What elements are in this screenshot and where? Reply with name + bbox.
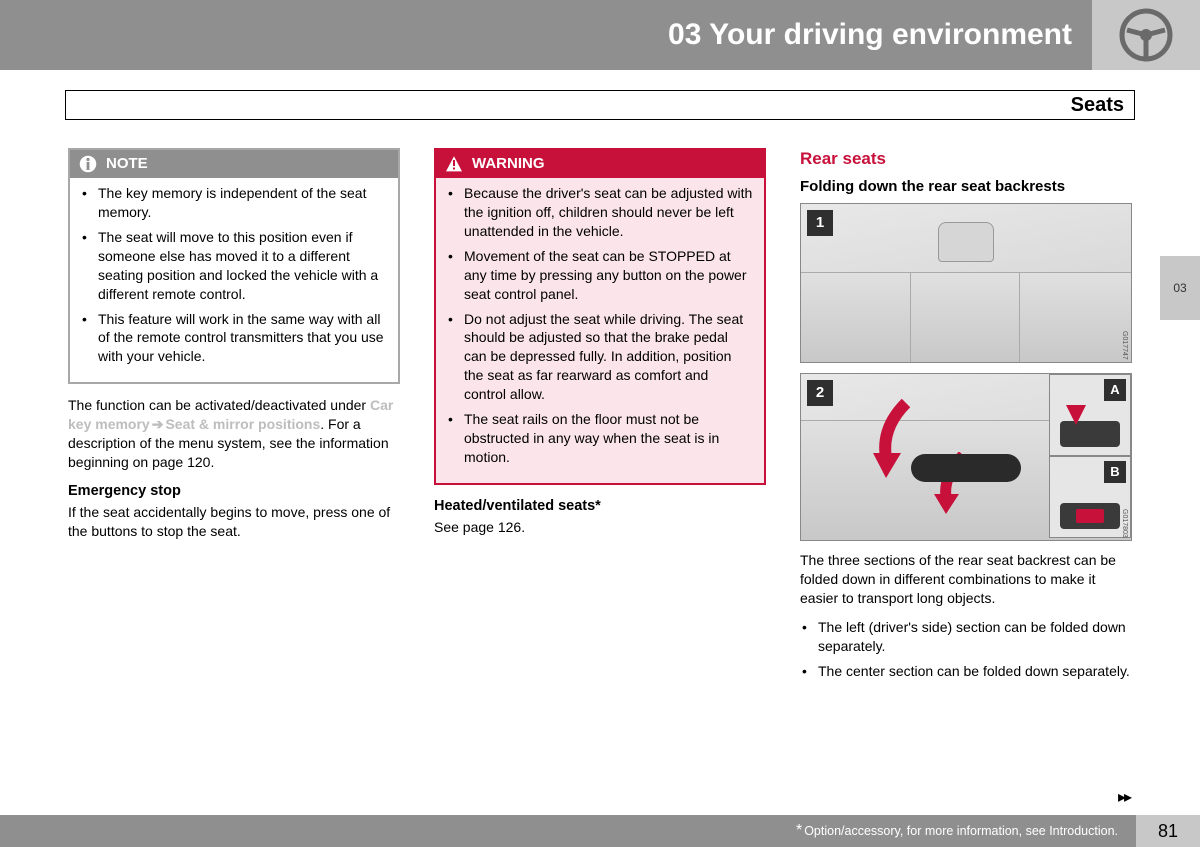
- warning-callout: WARNING Because the driver's seat can be…: [434, 148, 766, 485]
- rear-seats-heading: Rear seats: [800, 148, 1132, 171]
- warning-label: WARNING: [472, 154, 545, 174]
- menu-path-b: Seat & mirror positions: [165, 416, 320, 432]
- continued-icon: ▸▸: [1118, 787, 1130, 807]
- down-arrow-icon: [1062, 401, 1090, 429]
- warning-list: Because the driver's seat can be adjuste…: [446, 184, 754, 466]
- column-1: NOTE The key memory is independent of th…: [68, 148, 400, 687]
- chapter-side-tab: 03: [1160, 256, 1200, 320]
- inset-a: A: [1049, 374, 1131, 456]
- inset-label: A: [1104, 379, 1126, 401]
- figure-2: 2 A B G017803: [800, 373, 1132, 541]
- note-list: The key memory is independent of the sea…: [80, 184, 388, 366]
- chapter-header: 03 Your driving environment: [0, 0, 1200, 70]
- section-title: Seats: [1071, 94, 1124, 117]
- figure-1: 1 G017747: [800, 203, 1132, 363]
- heated-seats-heading: Heated/ventilated seats*: [434, 497, 766, 517]
- note-label: NOTE: [106, 154, 148, 174]
- rear-seats-list: The left (driver's side) section can be …: [800, 618, 1132, 681]
- chapter-title: 03 Your driving environment: [668, 18, 1072, 52]
- figure-code: G017747: [1120, 331, 1129, 360]
- figure-number: 2: [807, 380, 833, 406]
- column-2: WARNING Because the driver's seat can be…: [434, 148, 766, 687]
- content-columns: NOTE The key memory is independent of th…: [68, 148, 1132, 687]
- warning-item: Movement of the seat can be STOPPED at a…: [446, 247, 754, 304]
- note-item: This feature will work in the same way w…: [80, 310, 388, 367]
- note-item: The seat will move to this position even…: [80, 228, 388, 304]
- footer-bar: * Option/accessory, for more information…: [0, 815, 1200, 847]
- seat-illustration: [801, 272, 1131, 362]
- warning-body: Because the driver's seat can be adjuste…: [436, 178, 764, 482]
- headrest-illustration: [938, 222, 994, 262]
- footnote-text: Option/accessory, for more information, …: [804, 824, 1118, 838]
- note-body: The key memory is independent of the sea…: [70, 178, 398, 382]
- rear-seats-paragraph: The three sections of the rear seat back…: [800, 551, 1132, 608]
- release-handle-illustration: [911, 454, 1021, 482]
- heated-seats-text: See page 126.: [434, 518, 766, 537]
- note-item: The key memory is independent of the sea…: [80, 184, 388, 222]
- note-callout: NOTE The key memory is independent of th…: [68, 148, 400, 384]
- warning-item: Do not adjust the seat while driving. Th…: [446, 310, 754, 404]
- section-header-box: Seats: [65, 90, 1135, 120]
- steering-wheel-icon: [1092, 0, 1200, 70]
- arrow-icon: ➔: [150, 416, 166, 432]
- footnote-star: *: [796, 822, 802, 840]
- emergency-stop-text: If the seat accidentally begins to move,…: [68, 503, 400, 541]
- warning-item: Because the driver's seat can be adjuste…: [446, 184, 754, 241]
- emergency-stop-heading: Emergency stop: [68, 482, 400, 502]
- warning-item: The seat rails on the floor must not be …: [446, 410, 754, 467]
- folding-heading: Folding down the rear seat backrests: [800, 177, 1132, 197]
- warning-icon: [444, 154, 464, 174]
- activation-paragraph: The function can be activated/deactivate…: [68, 396, 400, 472]
- list-item: The left (driver's side) section can be …: [800, 618, 1132, 656]
- note-header: NOTE: [70, 150, 398, 178]
- figure-number: 1: [807, 210, 833, 236]
- inset-label: B: [1104, 461, 1126, 483]
- list-item: The center section can be folded down se…: [800, 662, 1132, 681]
- figure-code: G017803: [1120, 509, 1129, 538]
- info-icon: [78, 154, 98, 174]
- warning-header: WARNING: [436, 150, 764, 178]
- page-number: 81: [1136, 815, 1200, 847]
- column-3: Rear seats Folding down the rear seat ba…: [800, 148, 1132, 687]
